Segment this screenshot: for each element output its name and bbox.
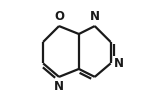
- Text: N: N: [54, 80, 64, 93]
- Text: N: N: [90, 10, 100, 23]
- Text: N: N: [114, 57, 124, 70]
- Text: O: O: [54, 10, 64, 23]
